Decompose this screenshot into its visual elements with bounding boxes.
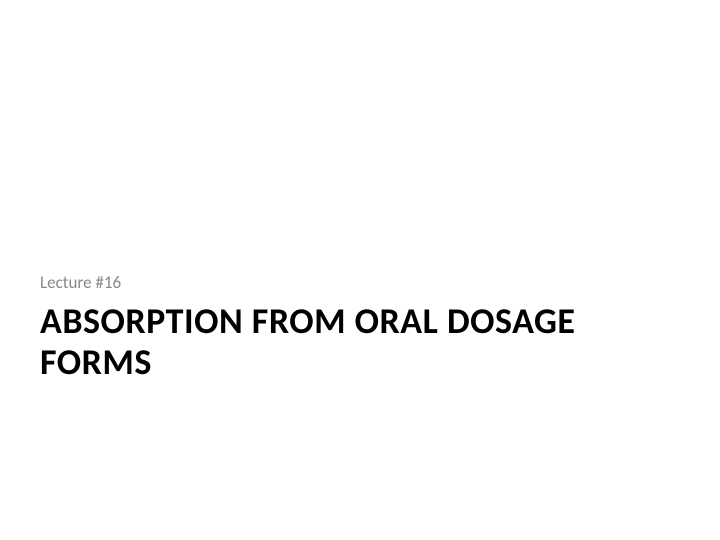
slide-container: Lecture #16 ABSORPTION FROM ORAL DOSAGE … bbox=[0, 0, 720, 540]
lecture-number-subtitle: Lecture #16 bbox=[40, 272, 680, 293]
slide-title: ABSORPTION FROM ORAL DOSAGE FORMS bbox=[40, 301, 680, 384]
